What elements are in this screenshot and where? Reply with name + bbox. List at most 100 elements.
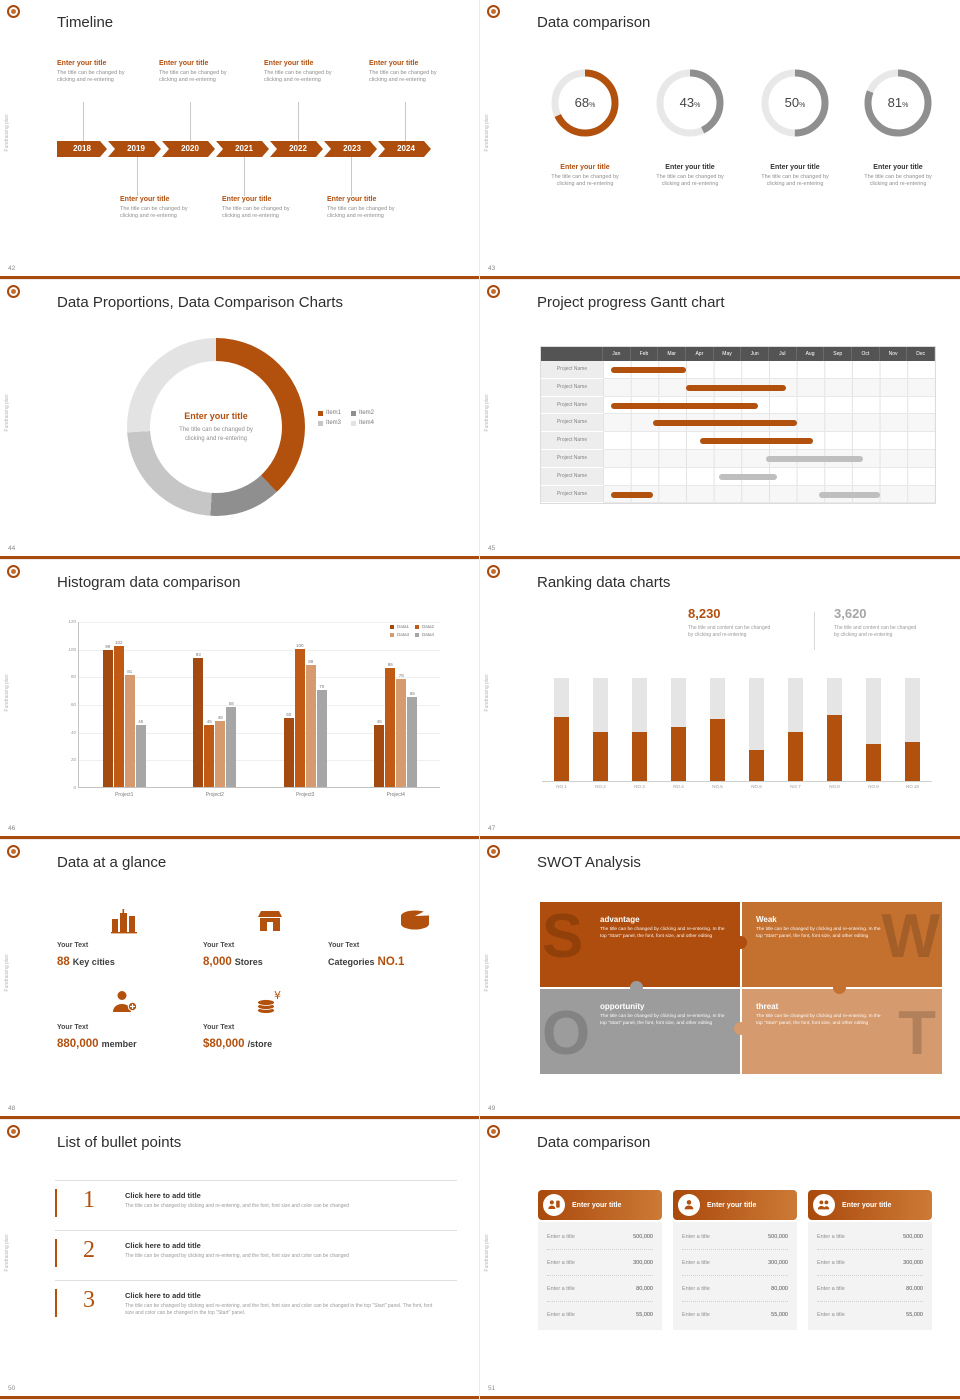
emblem-logo-icon (7, 845, 20, 858)
page-number: 46 (8, 825, 16, 832)
emblem-logo-icon (7, 565, 20, 578)
entry-body: The title can be changed by clicking and … (120, 206, 220, 221)
bar-value-label: 48 (217, 714, 223, 720)
slide-51-data-comparison-cards: Fundraising plan Data comparison Enter y… (480, 1120, 960, 1400)
emblem-logo-icon (487, 1125, 500, 1138)
entry-title: Enter your title (57, 60, 107, 67)
stat-caption: The title and content can be changed by c… (834, 625, 956, 640)
donut-stat: 43% Enter your title The title can be ch… (642, 66, 738, 189)
ranking-bar-chart: NO.1 NO.2 NO.3 NO.4 NO.5 NO.6 NO.7 NO.8 NO.9 NO.1… (542, 678, 932, 789)
histogram-bar (124, 674, 135, 787)
bar-track (905, 678, 920, 781)
caption-line: The title can be changed by (864, 174, 932, 180)
x-axis-label: NO.7 (790, 784, 801, 789)
clipboard-person-icon (543, 1194, 565, 1216)
sidebar-vertical-label: Fundraising plan (484, 954, 490, 992)
ranking-column: NO.4 (659, 678, 698, 789)
donut-ring-icon (761, 69, 829, 137)
histogram-bar (294, 648, 305, 787)
stat-value: NO.1 (377, 956, 405, 968)
histogram-bar (135, 724, 146, 787)
x-axis-label: Project4 (386, 792, 405, 798)
timeline-year: 2024 (378, 141, 431, 157)
puzzle-tab (833, 981, 846, 994)
donut-title: Enter your title (665, 164, 715, 171)
bar-fill (788, 731, 803, 781)
histogram-bar (305, 665, 316, 787)
bar-value-label: 99 (105, 644, 111, 650)
row-value: 500,000 (903, 1233, 923, 1240)
big-stat-primary: 8,230 The title and content can be chang… (688, 606, 810, 640)
gantt-row: Project Name (541, 396, 935, 415)
donut-title: Enter your title (873, 164, 923, 171)
ranking-column: NO.7 (776, 678, 815, 789)
percent-value: 68 (574, 95, 590, 110)
emblem-logo-icon (7, 5, 20, 18)
y-axis-label: 40 (70, 729, 76, 735)
y-axis-label: 100 (68, 646, 76, 652)
bar-value-label: 45 (138, 718, 144, 724)
page-number: 47 (488, 825, 496, 832)
percent-sign: % (799, 102, 806, 109)
legend-label: Item2 (359, 410, 375, 416)
gantt-row-label: Project Name (541, 396, 603, 415)
caption-line: clicking and re-entering (661, 181, 719, 188)
swot-title: Weak (756, 915, 777, 924)
legend-swatch (351, 420, 357, 426)
slide-50-bullet-list: Fundraising plan List of bullet points 1… (0, 1120, 480, 1400)
member-icon (113, 991, 138, 1012)
swot-title: advantage (600, 915, 640, 924)
swot-grid: S advantage The title can be changed by … (540, 902, 942, 1074)
timeline-year: 2021 (216, 141, 269, 157)
big-stat-secondary: 3,620 The title and content can be chang… (834, 606, 956, 640)
gantt-row: Project Name (541, 449, 935, 468)
legend-item: Item1 (318, 410, 341, 416)
card-row: Enter a title 55,000 (547, 1302, 653, 1328)
swot-letter: W (881, 902, 940, 971)
swot-text: Weak The title can be changed by clickin… (756, 915, 884, 941)
legend-item: Data2 (415, 624, 434, 629)
sidebar-vertical-label: Fundraising plan (4, 114, 10, 152)
sidebar-vertical-label: Fundraising plan (4, 954, 10, 992)
sidebar-vertical-label: Fundraising plan (484, 114, 490, 152)
histogram-bar (113, 645, 124, 787)
card-title: Enter your title (572, 1201, 622, 1209)
row-label: Enter a title (817, 1285, 845, 1292)
row-label: Enter a title (547, 1312, 575, 1318)
gantt-bar (719, 473, 778, 480)
timeline-year: 2018 (57, 141, 107, 157)
bottom-accent-line (480, 276, 960, 279)
page-number: 43 (488, 265, 496, 272)
caption-line: clicking and re-entering (869, 181, 927, 188)
sidebar-vertical-label: Fundraising plan (484, 394, 490, 432)
entry-title: Enter your title (369, 60, 419, 67)
legend-item: Data4 (415, 632, 434, 637)
stat-line: Categories NO.1 (328, 952, 404, 970)
y-axis-label: 60 (70, 702, 76, 707)
legend-item: Item4 (351, 420, 374, 426)
page-number: 45 (488, 545, 496, 552)
gantt-month-header: Sep (824, 347, 853, 361)
ranking-column: NO.10 (893, 678, 932, 789)
donut-ring-icon (656, 69, 724, 137)
row-label: Enter a title (817, 1312, 845, 1318)
bottom-accent-line (480, 836, 960, 839)
stat-label: Your Text (328, 942, 360, 949)
bar-fill (749, 750, 764, 781)
donut-title: Enter your title (770, 164, 820, 171)
gantt-row: Project Name (541, 485, 935, 504)
bar-value-label: 65 (409, 691, 415, 697)
row-value: 80,000 (906, 1285, 923, 1292)
gantt-row-area (603, 467, 935, 486)
legend-item: Data3 (390, 632, 409, 637)
ranking-column: NO.9 (854, 678, 893, 789)
card-row: Enter a title 500,000 (682, 1224, 788, 1250)
histogram-bar (102, 650, 113, 787)
gantt-row: Project Name (541, 467, 935, 486)
slide-title: List of bullet points (57, 1134, 182, 1151)
stat-value: $80,000 (203, 1038, 245, 1050)
x-axis-label: NO.3 (634, 784, 645, 789)
bar-track (671, 678, 686, 781)
caption-line: The title and content can be changed (834, 625, 917, 631)
gantt-row-area (603, 485, 935, 504)
